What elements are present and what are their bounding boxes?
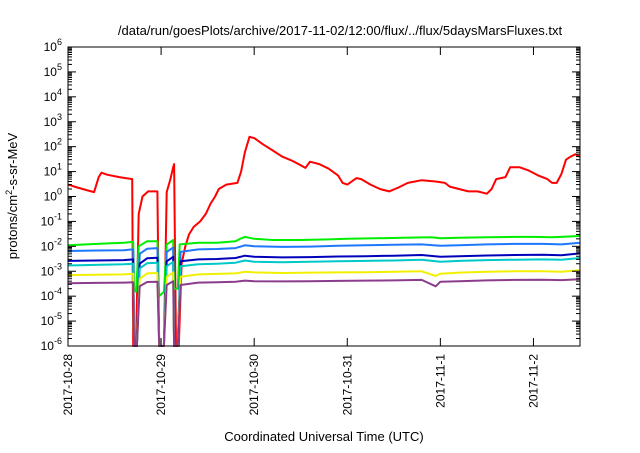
- y-tick-label: 10-4: [41, 286, 62, 303]
- y-tick-label: 103: [44, 112, 62, 129]
- series-line: [67, 241, 581, 347]
- y-tick-label: 10-2: [41, 236, 62, 253]
- y-tick-label-base: 10: [44, 140, 58, 154]
- x-tick-label: 2017-11-2: [526, 354, 540, 408]
- y-tick-label: 105: [44, 62, 62, 79]
- y-tick-label: 10-1: [41, 211, 62, 228]
- y-tick-label-base: 10: [44, 90, 58, 104]
- chart-title: /data/run/goesPlots/archive/2017-11-02/1…: [118, 23, 563, 38]
- y-tick-label-exponent: 1: [57, 162, 62, 172]
- y-tick-label-base: 10: [44, 65, 58, 79]
- x-tick-label: 2017-10-28: [61, 354, 75, 416]
- y-tick-label: 10-6: [41, 336, 62, 353]
- y-tick-label: 104: [44, 87, 62, 104]
- y-tick-label: 102: [44, 137, 62, 154]
- y-axis-label-base: protons/cm: [5, 195, 20, 259]
- series-line: [67, 235, 581, 298]
- y-tick-label-base: 10: [41, 314, 55, 328]
- x-axis-label: Coordinated Universal Time (UTC): [224, 429, 423, 444]
- x-tick-label: 2017-10-29: [154, 354, 168, 416]
- y-tick-label-exponent: -3: [54, 261, 62, 271]
- y-tick-label-base: 10: [41, 289, 55, 303]
- series-line: [67, 135, 581, 347]
- x-tick-label: 2017-10-30: [247, 354, 261, 416]
- y-axis-label-rest: -s-sr-MeV: [5, 132, 20, 189]
- y-tick-label-exponent: -5: [54, 311, 62, 321]
- series-line: [67, 278, 581, 347]
- y-tick-label: 10-5: [41, 311, 62, 328]
- y-tick-label-exponent: -2: [54, 236, 62, 246]
- y-tick-label-exponent: 3: [57, 112, 62, 122]
- y-tick-label: 101: [44, 162, 62, 179]
- y-tick-label: 106: [44, 37, 62, 54]
- plot-frame: [67, 46, 581, 347]
- y-tick-label-exponent: 4: [57, 87, 62, 97]
- y-tick-label-base: 10: [44, 40, 58, 54]
- x-tick-label: 2017-11-1: [433, 354, 447, 408]
- series-line: [67, 252, 581, 347]
- y-tick-label-base: 10: [44, 190, 58, 204]
- y-tick-label-exponent: -6: [54, 336, 62, 346]
- x-axis: 2017-10-28 2017-10-29 2017-10-30 2017-10-31…: [61, 47, 540, 415]
- y-tick-label: 10-3: [41, 261, 62, 278]
- y-tick-label-base: 10: [44, 165, 58, 179]
- y-tick-label-exponent: -4: [54, 286, 62, 296]
- y-tick-label-exponent: 5: [57, 62, 62, 72]
- y-tick-label-base: 10: [44, 115, 58, 129]
- y-axis-label: protons/cm2-s-sr-MeV: [4, 132, 20, 259]
- y-axis-label-sup: 2: [4, 190, 14, 195]
- x-tick-label: 2017-10-31: [340, 354, 354, 416]
- y-tick-label-exponent: 2: [57, 137, 62, 147]
- y-tick-label-base: 10: [41, 239, 55, 253]
- y-tick-label-base: 10: [41, 214, 55, 228]
- plot-lines: [67, 135, 581, 347]
- y-tick-label-base: 10: [41, 339, 55, 353]
- y-tick-label-exponent: -1: [54, 211, 62, 221]
- y-tick-label: 100: [44, 187, 62, 204]
- y-tick-label-exponent: 0: [57, 187, 62, 197]
- y-axis: 10-610-510-410-310-210-11001011021031041…: [41, 37, 580, 353]
- y-tick-label-base: 10: [41, 264, 55, 278]
- y-tick-label-exponent: 6: [57, 37, 62, 47]
